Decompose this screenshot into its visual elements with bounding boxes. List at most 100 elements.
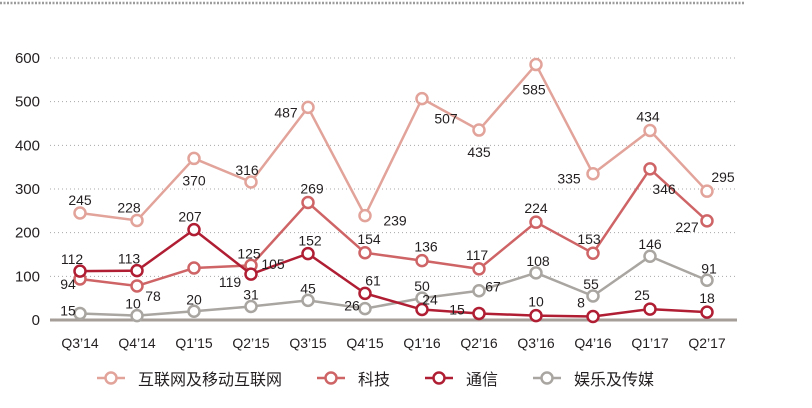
data-point-marker[interactable] xyxy=(529,215,543,229)
data-label: 55 xyxy=(583,276,599,292)
data-point-marker[interactable] xyxy=(415,91,429,106)
data-point-marker[interactable] xyxy=(301,100,315,115)
data-point-marker[interactable] xyxy=(586,166,600,181)
data-point-marker[interactable] xyxy=(301,195,315,210)
data-label: 31 xyxy=(243,286,259,302)
data-label: 153 xyxy=(577,231,601,247)
data-point-marker[interactable] xyxy=(244,175,258,189)
data-label: 146 xyxy=(638,236,662,252)
data-point-marker[interactable] xyxy=(643,302,657,316)
data-point-marker[interactable] xyxy=(244,267,258,281)
y-tick-label: 500 xyxy=(15,94,40,111)
y-tick-label: 100 xyxy=(15,268,40,285)
data-point-marker[interactable] xyxy=(187,151,201,166)
data-point-marker[interactable] xyxy=(73,306,87,321)
data-point-marker[interactable] xyxy=(700,273,714,288)
data-label: 26 xyxy=(344,298,360,314)
data-point-marker[interactable] xyxy=(700,305,714,319)
data-label: 224 xyxy=(524,200,548,216)
data-point-marker[interactable] xyxy=(586,309,600,324)
data-label: 61 xyxy=(365,272,381,288)
legend-item-telecom[interactable]: 通信 xyxy=(424,366,498,390)
data-label: 125 xyxy=(237,245,261,261)
x-tick-label: Q2’16 xyxy=(460,335,498,351)
data-point-marker[interactable] xyxy=(130,308,144,323)
data-point-marker[interactable] xyxy=(130,213,144,228)
data-point-marker[interactable] xyxy=(358,208,372,223)
data-point-marker[interactable] xyxy=(73,264,87,278)
data-point-marker[interactable] xyxy=(358,286,372,301)
x-axis: Q3’14 Q4’14 Q1’15 Q2’15 Q3’15 Q4’15 Q1’16 Q2’16… xyxy=(61,335,726,351)
data-label: 370 xyxy=(182,172,206,188)
data-point-marker[interactable] xyxy=(529,308,543,323)
series-2 xyxy=(73,222,714,324)
data-label: 316 xyxy=(235,162,259,178)
data-label: 8 xyxy=(577,295,585,311)
data-point-marker[interactable] xyxy=(529,266,543,280)
legend-label: 科技 xyxy=(358,370,391,389)
data-point-marker[interactable] xyxy=(301,293,315,308)
data-point-marker[interactable] xyxy=(358,246,372,260)
data-point-marker[interactable] xyxy=(700,184,714,198)
gridlines xyxy=(50,57,737,322)
x-tick-label: Q4’16 xyxy=(574,335,612,351)
data-label: 507 xyxy=(434,111,458,127)
data-point-marker[interactable] xyxy=(643,123,657,138)
data-point-marker[interactable] xyxy=(529,57,543,72)
data-point-marker[interactable] xyxy=(472,123,486,137)
data-point-marker[interactable] xyxy=(643,162,657,176)
data-point-marker[interactable] xyxy=(187,222,201,237)
data-label: 94 xyxy=(60,276,76,292)
data-label: 15 xyxy=(60,302,76,318)
data-point-marker[interactable] xyxy=(472,262,486,276)
data-point-marker[interactable] xyxy=(643,249,657,263)
legend-item-internet[interactable]: 互联网及移动互联网 xyxy=(96,366,282,390)
x-tick-label: Q1’16 xyxy=(403,335,441,351)
legend-item-tech[interactable]: 科技 xyxy=(316,366,390,390)
data-point-marker[interactable] xyxy=(415,253,429,268)
y-tick-label: 300 xyxy=(15,181,40,198)
x-tick-label: Q4’14 xyxy=(118,335,156,351)
series-lines xyxy=(73,57,714,324)
legend-label: 互联网及移动互联网 xyxy=(138,370,283,389)
x-tick-label: Q1’15 xyxy=(175,335,213,351)
circle-marker-icon xyxy=(533,371,562,385)
data-point-marker[interactable] xyxy=(187,261,201,275)
x-tick-label: Q3’15 xyxy=(289,335,327,351)
data-label: 154 xyxy=(357,231,381,247)
data-point-marker[interactable] xyxy=(700,214,714,228)
series-1 xyxy=(73,162,714,293)
data-point-marker[interactable] xyxy=(130,263,144,278)
data-point-marker[interactable] xyxy=(187,304,201,319)
data-label: 105 xyxy=(261,256,285,272)
data-label: 152 xyxy=(298,233,322,249)
data-point-marker[interactable] xyxy=(73,206,87,220)
data-label: 25 xyxy=(634,287,650,303)
data-point-marker[interactable] xyxy=(358,301,372,316)
data-label: 585 xyxy=(522,82,546,98)
data-label: 18 xyxy=(699,290,715,306)
data-label: 78 xyxy=(145,288,161,304)
x-tick-label: Q1’17 xyxy=(631,335,669,351)
data-label: 67 xyxy=(485,279,501,295)
data-point-marker[interactable] xyxy=(301,246,315,261)
data-label: 434 xyxy=(636,108,660,124)
data-point-marker[interactable] xyxy=(244,299,258,314)
data-label: 113 xyxy=(118,251,141,267)
x-tick-label: Q2’17 xyxy=(688,335,726,351)
data-point-marker[interactable] xyxy=(586,289,600,303)
data-point-marker[interactable] xyxy=(586,246,600,260)
data-point-marker[interactable] xyxy=(130,279,144,293)
data-label: 50 xyxy=(414,278,430,294)
data-label: 487 xyxy=(274,104,298,120)
legend: 互联网及移动互联网 科技 通信 娱乐及传媒 xyxy=(96,366,688,390)
legend-item-media[interactable]: 娱乐及传媒 xyxy=(532,366,654,390)
data-label: 245 xyxy=(68,192,92,208)
data-point-marker[interactable] xyxy=(472,283,486,298)
x-tick-label: Q3’14 xyxy=(61,335,99,351)
data-label: 91 xyxy=(701,260,717,276)
data-point-marker[interactable] xyxy=(472,306,486,321)
y-axis: 0 100 200 300 400 500 600 xyxy=(15,50,40,329)
data-point-marker[interactable] xyxy=(415,302,429,317)
series-0 xyxy=(73,57,714,228)
